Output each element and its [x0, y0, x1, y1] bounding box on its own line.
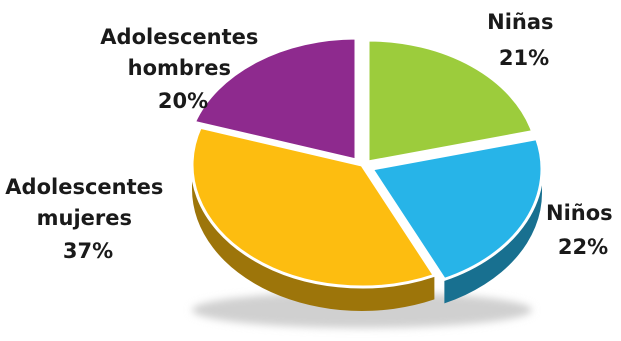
slice-ninas	[366, 38, 535, 164]
slice-adolescentes-hombres	[192, 36, 358, 162]
slice-side-adolescentes-mujeres	[192, 165, 435, 311]
slice-tops	[190, 36, 544, 289]
slice-adolescentes-mujeres	[190, 125, 436, 289]
label-adolescentes-mujeres: Adolescentes mujeres 37%	[5, 175, 170, 263]
label-ninos: Niños 22%	[546, 201, 620, 259]
label-ninas: Niñas 21%	[487, 10, 561, 70]
label-adolescentes-hombres: Adolescentes hombres 20%	[100, 25, 265, 113]
slice-labels: Niñas 21% Niños 22% Adolescentes mujeres…	[5, 10, 620, 263]
slice-ninos	[370, 137, 544, 281]
